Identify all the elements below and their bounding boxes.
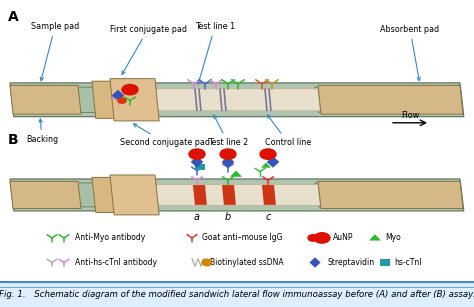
Polygon shape [92,177,144,212]
Polygon shape [262,185,276,205]
Polygon shape [10,83,464,117]
Polygon shape [92,81,144,118]
Polygon shape [148,185,320,205]
Circle shape [260,149,276,159]
Text: Control line: Control line [265,115,311,147]
Polygon shape [75,183,139,207]
Text: Second conjugate pad: Second conjugate pad [120,124,210,147]
Polygon shape [310,257,320,268]
Polygon shape [193,185,207,205]
Text: c: c [265,212,271,223]
Polygon shape [112,90,124,101]
Text: Streptavidin: Streptavidin [327,258,374,267]
Circle shape [118,98,126,103]
Polygon shape [369,234,381,240]
Circle shape [122,84,138,95]
Polygon shape [318,85,463,114]
Polygon shape [10,85,81,114]
Circle shape [202,259,212,266]
Text: hs-cTnI: hs-cTnI [394,258,421,267]
Text: Test line 1: Test line 1 [195,22,235,84]
Text: First conjugate pad: First conjugate pad [109,25,186,74]
Polygon shape [10,181,81,208]
Polygon shape [110,79,159,121]
Polygon shape [191,156,203,168]
Bar [0,282,474,307]
Polygon shape [222,156,234,168]
Circle shape [189,149,205,159]
Text: Anti-hs-cTnI antibody: Anti-hs-cTnI antibody [75,258,157,267]
Text: Sample pad: Sample pad [31,22,79,81]
Polygon shape [318,181,463,208]
Text: Anti-Myo antibody: Anti-Myo antibody [75,233,145,243]
Text: a: a [194,212,200,223]
Polygon shape [315,183,364,207]
Polygon shape [110,175,159,215]
Bar [380,259,390,266]
Polygon shape [10,179,464,211]
Polygon shape [75,87,139,112]
Text: Myo: Myo [385,233,401,243]
Bar [195,164,205,170]
Polygon shape [261,162,271,168]
Text: Absorbent pad: Absorbent pad [381,25,439,81]
Polygon shape [222,185,236,205]
Polygon shape [230,171,242,177]
Text: b: b [225,212,231,223]
Text: B: B [8,133,18,147]
Text: Fig. 1. Schematic diagram of the modified sandwich lateral flow immunoassay befo: Fig. 1. Schematic diagram of the modifie… [0,290,474,299]
Text: Biotinylated ssDNA: Biotinylated ssDNA [210,258,283,267]
Text: Test line 2: Test line 2 [208,115,248,147]
Text: AuNP: AuNP [333,233,354,243]
Polygon shape [315,87,364,112]
Polygon shape [148,89,320,111]
Text: Flow: Flow [401,111,419,120]
Polygon shape [267,156,279,168]
Text: Goat anti–mouse IgG: Goat anti–mouse IgG [202,233,283,243]
Circle shape [308,235,318,241]
Circle shape [220,149,236,159]
Text: A: A [8,10,19,25]
Text: Backing: Backing [26,119,58,144]
Circle shape [314,233,330,243]
